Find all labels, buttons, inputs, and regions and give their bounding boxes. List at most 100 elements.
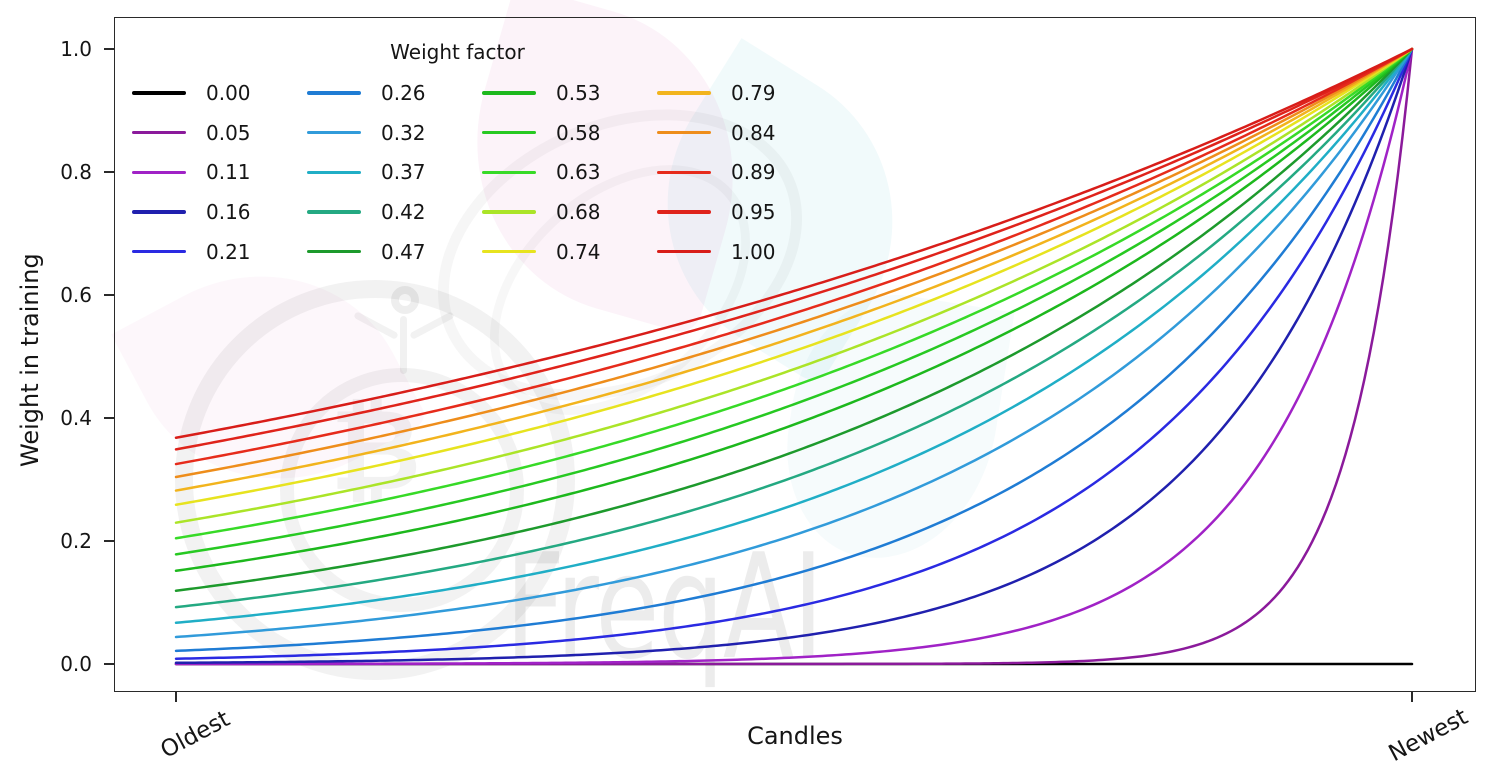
legend-label: 0.32 [381, 120, 426, 145]
legend-swatch [307, 210, 361, 214]
legend-swatch [132, 210, 186, 214]
weight-curve-0.11 [174, 47, 1414, 666]
x-tick-mark-oldest [175, 692, 177, 702]
y-tick-label: 0.6 [60, 283, 92, 307]
legend-entry: 0.05 [132, 122, 307, 144]
legend-label: 0.84 [731, 120, 776, 145]
curve-group [174, 47, 1414, 666]
weight-curve-0.95 [174, 47, 1414, 451]
legend-entry: 0.79 [657, 82, 832, 104]
y-tick-label: 1.0 [60, 37, 92, 61]
y-tick-mark [104, 663, 114, 665]
legend-label: 0.11 [206, 160, 251, 185]
legend-entry: 0.32 [307, 122, 482, 144]
legend-entry: 0.37 [307, 161, 482, 183]
plot-border [114, 17, 1476, 692]
legend-label: 0.00 [206, 80, 251, 105]
weight-curve-0.37 [174, 47, 1414, 625]
legend-title: Weight factor [390, 40, 525, 64]
y-tick-label: 0.4 [60, 406, 92, 430]
y-tick-label: 0.0 [60, 652, 92, 676]
legend-label: 0.79 [731, 80, 776, 105]
x-tick-mark-newest [1411, 692, 1413, 702]
weight-curve-0.32 [174, 47, 1414, 639]
weight-curve-1.00 [174, 47, 1414, 439]
legend-swatch [132, 91, 186, 95]
legend-swatch [307, 91, 361, 95]
legend-swatch [482, 170, 536, 174]
weight-curve-0.53 [174, 47, 1414, 573]
weight-curve-0.42 [174, 47, 1414, 609]
legend-swatch [482, 91, 536, 95]
legend-label: 0.74 [556, 239, 601, 264]
y-axis-label: Weight in training [16, 253, 44, 467]
legend-label: 0.16 [206, 199, 251, 224]
legend-swatch [307, 249, 361, 254]
legend-label: 0.95 [731, 199, 776, 224]
legend-swatch [657, 130, 711, 135]
y-tick-mark [104, 171, 114, 173]
legend-label: 0.47 [381, 239, 426, 264]
legend-entry: 0.42 [307, 201, 482, 223]
legend-swatch [132, 249, 186, 254]
weight-curve-0.84 [174, 47, 1414, 479]
legend-swatch [657, 91, 711, 95]
legend-swatch [132, 170, 186, 174]
y-tick-label: 0.2 [60, 529, 92, 553]
legend-label: 0.63 [556, 160, 601, 185]
weight-curve-0.68 [174, 47, 1414, 524]
legend-entry: 0.11 [132, 161, 307, 183]
legend-entry: 0.89 [657, 161, 832, 183]
y-tick-mark [104, 294, 114, 296]
weight-curve-0.47 [174, 47, 1414, 592]
weight-curve-0.79 [174, 47, 1414, 492]
legend-swatch [482, 130, 536, 135]
legend-entry: 0.21 [132, 241, 307, 263]
legend-label: 0.21 [206, 239, 251, 264]
weight-curve-0.26 [174, 47, 1414, 653]
legend-entry: 0.58 [482, 122, 657, 144]
y-tick-mark [104, 48, 114, 50]
legend-swatch [482, 210, 536, 214]
weight-curve-0.16 [174, 47, 1414, 665]
legend-label: 0.53 [556, 80, 601, 105]
legend-entry: 0.16 [132, 201, 307, 223]
legend-swatch [657, 210, 711, 214]
legend-label: 0.89 [731, 160, 776, 185]
weight-curve-0.63 [174, 47, 1414, 540]
legend-entry: 0.95 [657, 201, 832, 223]
y-tick-label: 0.8 [60, 160, 92, 184]
legend-swatch [482, 249, 536, 254]
legend-grid: 0.00 0.05 0.11 0.16 0.21 0.26 0.32 0.37 0.42 0.47… [132, 73, 832, 271]
y-tick-mark [104, 417, 114, 419]
legend-entry: 0.47 [307, 241, 482, 263]
legend-entry: 0.00 [132, 82, 307, 104]
weight-curve-0.21 [174, 47, 1414, 660]
legend-swatch [307, 130, 361, 135]
legend-swatch [657, 170, 711, 174]
legend-label: 0.37 [381, 160, 426, 185]
legend-label: 0.26 [381, 80, 426, 105]
legend-label: 0.05 [206, 120, 251, 145]
legend-label: 0.68 [556, 199, 601, 224]
x-axis-label: Candles [747, 722, 843, 750]
y-tick-mark [104, 540, 114, 542]
legend-entry: 0.84 [657, 122, 832, 144]
legend-swatch [132, 130, 186, 135]
legend-entry: 0.26 [307, 82, 482, 104]
weight-curve-0.58 [174, 47, 1414, 556]
legend-swatch [307, 170, 361, 174]
legend-label: 0.42 [381, 199, 426, 224]
legend-entry: 1.00 [657, 241, 832, 263]
legend-label: 1.00 [731, 239, 776, 264]
legend-entry: 0.74 [482, 241, 657, 263]
legend-swatch [657, 249, 711, 254]
legend-entry: 0.68 [482, 201, 657, 223]
legend-label: 0.58 [556, 120, 601, 145]
legend-entry: 0.63 [482, 161, 657, 183]
weight-curve-0.89 [174, 47, 1414, 466]
weight-curve-0.74 [174, 47, 1414, 507]
legend-entry: 0.53 [482, 82, 657, 104]
